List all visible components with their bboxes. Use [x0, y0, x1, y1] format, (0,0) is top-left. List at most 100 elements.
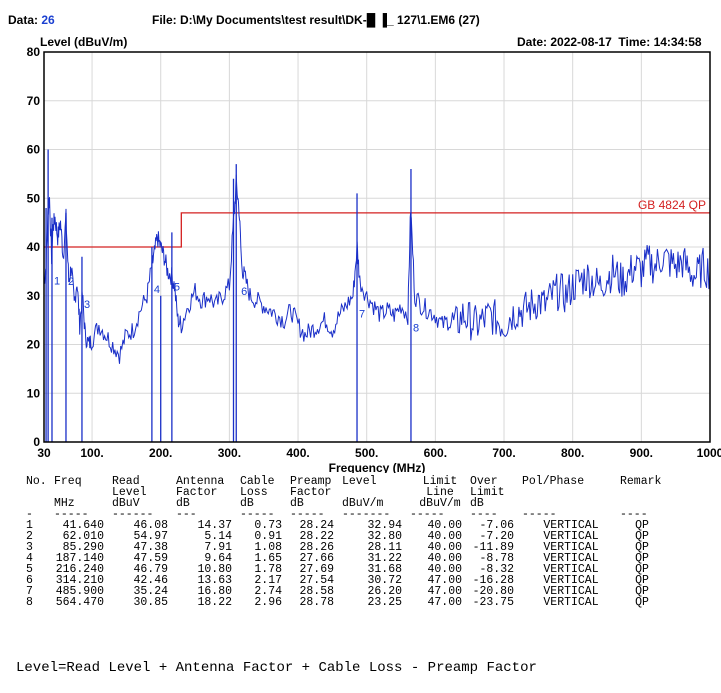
x-tick-label: 200. [149, 446, 172, 460]
table-cell: 16.80 [197, 585, 232, 598]
table-cell: 28.22 [299, 530, 334, 543]
table-cell: QP [635, 563, 649, 576]
table-cell: 23.25 [367, 596, 402, 609]
header-cell: Over [470, 475, 498, 488]
table-cell: -7.20 [479, 530, 514, 543]
table-cell: 40.00 [427, 541, 462, 554]
limit-line-path [44, 212, 710, 248]
header-cell: --- [176, 508, 197, 521]
header-cell: ----- [290, 508, 325, 521]
table-header-row: MHz dBuV dB dB dB dBuV/m dBuV/m dB [26, 497, 664, 510]
table-header-row: No. Freq Read Antenna Cable Preamp Level Limit O… [26, 475, 664, 488]
table-row: 3 85.290 47.38 7.91 1.08 28.26 28.11 40.00 -11.8… [26, 541, 664, 554]
x-axis-label: Frequency (MHz) [329, 461, 426, 473]
header-cell [522, 487, 620, 498]
table-cell: VERTICAL [543, 563, 599, 576]
table-cell: 314.210 [55, 574, 104, 587]
y-tick-label: 20 [27, 338, 41, 352]
header-cell: ---- [470, 508, 498, 521]
table-cell: QP [635, 530, 649, 543]
table-cell: 42.46 [133, 574, 168, 587]
table-row: 4 187.140 47.59 9.64 1.65 27.66 31.22 40.00 -8.7… [26, 552, 664, 565]
table-row: 2 62.010 54.97 5.14 0.91 28.22 32.80 40.00 -7.20… [26, 530, 664, 543]
level-formula: Level=Read Level + Antenna Factor + Cabl… [16, 660, 537, 676]
file-path: File: D:\My Documents\test result\DK-█ ▐… [152, 13, 480, 27]
table-cell: 485.900 [55, 585, 104, 598]
header-cell: dBuV/m [419, 497, 461, 510]
table-cell: 0.91 [254, 530, 282, 543]
header-cell: Limit [470, 486, 505, 499]
date-time: Date: 2022-08-17 Time: 14:34:58 [517, 35, 702, 49]
table-cell: QP [635, 552, 649, 565]
table-cell: QP [635, 541, 649, 554]
file-label: File: [152, 13, 177, 27]
header-cell: dBuV/m [342, 497, 384, 510]
header-cell: dB [290, 497, 304, 510]
x-tick-label: 100. [80, 446, 103, 460]
table-cell: 28.24 [299, 519, 334, 532]
plot-frame [43, 51, 711, 443]
table-cell: 564.470 [55, 596, 104, 609]
table-cell: -7.06 [479, 519, 514, 532]
table-cell: -16.28 [472, 574, 514, 587]
header-cell: dB [240, 497, 254, 510]
header-cell: ------- [342, 508, 391, 521]
marker-label: 7 [359, 308, 365, 320]
header-cell: - [26, 508, 33, 521]
header-cell: dBuV [112, 497, 140, 510]
table-cell: VERTICAL [543, 541, 599, 554]
table-cell: 85.290 [62, 541, 104, 554]
table-cell: 5.14 [204, 530, 232, 543]
table-cell: 54.97 [133, 530, 168, 543]
table-cell: 32.94 [367, 519, 402, 532]
table-cell: 27.69 [299, 563, 334, 576]
marker-label: 1 [54, 275, 60, 287]
table-cell: 1 [26, 519, 33, 532]
table-cell: 47.59 [133, 552, 168, 565]
marker-label: 3 [84, 299, 90, 311]
emission-chart: 1 23 4 5 6 7 8 30 100. 200. 300. 400. 500. 600. 700. 8… [27, 35, 721, 473]
table-cell: 7 [26, 585, 33, 598]
table-cell: VERTICAL [543, 552, 599, 565]
table-cell: 1.08 [254, 541, 282, 554]
header-cell: Loss [240, 486, 268, 499]
table-cell: QP [635, 574, 649, 587]
header-cell: dB [470, 497, 484, 510]
y-axis-label: Level (dBuV/m) [40, 35, 127, 49]
table-cell: 6 [26, 574, 33, 587]
table-cell: 47.00 [427, 585, 462, 598]
table-cell: 27.66 [299, 552, 334, 565]
header-cell: Line [426, 486, 454, 499]
data-label: Data: [8, 13, 39, 27]
marker-label: 6 [241, 286, 247, 298]
table-cell: 47.00 [427, 596, 462, 609]
header-cell: ------ [112, 508, 154, 521]
date-value: 2022-08-17 [550, 35, 612, 49]
table-cell: 47.00 [427, 574, 462, 587]
y-tick-label: 70 [27, 94, 41, 108]
header-cell [620, 487, 664, 498]
y-tick-label: 10 [27, 386, 41, 400]
table-cell: 9.64 [204, 552, 232, 565]
table-cell: 216.240 [55, 563, 104, 576]
table-cell: 2 [26, 530, 33, 543]
header-cell: Preamp [290, 475, 332, 488]
table-cell: 46.79 [133, 563, 168, 576]
header-cell: Freq [54, 475, 82, 488]
table-cell: 28.78 [299, 596, 334, 609]
table-cell: 7.91 [204, 541, 232, 554]
header-cell: Antenna [176, 475, 225, 488]
table-cell: 1.78 [254, 563, 282, 576]
table-cell: 31.22 [367, 552, 402, 565]
table-cell: QP [635, 519, 649, 532]
file-value: D:\My Documents\test result\DK-█ ▐_ 127\… [180, 13, 480, 27]
table-cell: 41.640 [62, 519, 104, 532]
limit-line-label: GB 4824 QP [638, 198, 706, 212]
table-header-row: - ----- ------ --- ----- ----- ------- ----- ---… [26, 508, 664, 521]
table-cell: VERTICAL [543, 530, 599, 543]
table-cell: -8.32 [479, 563, 514, 576]
table-cell: 8 [26, 596, 33, 609]
date-label: Date: [517, 35, 548, 49]
trace-line [43, 174, 711, 364]
header-cell: Remark [620, 475, 662, 488]
